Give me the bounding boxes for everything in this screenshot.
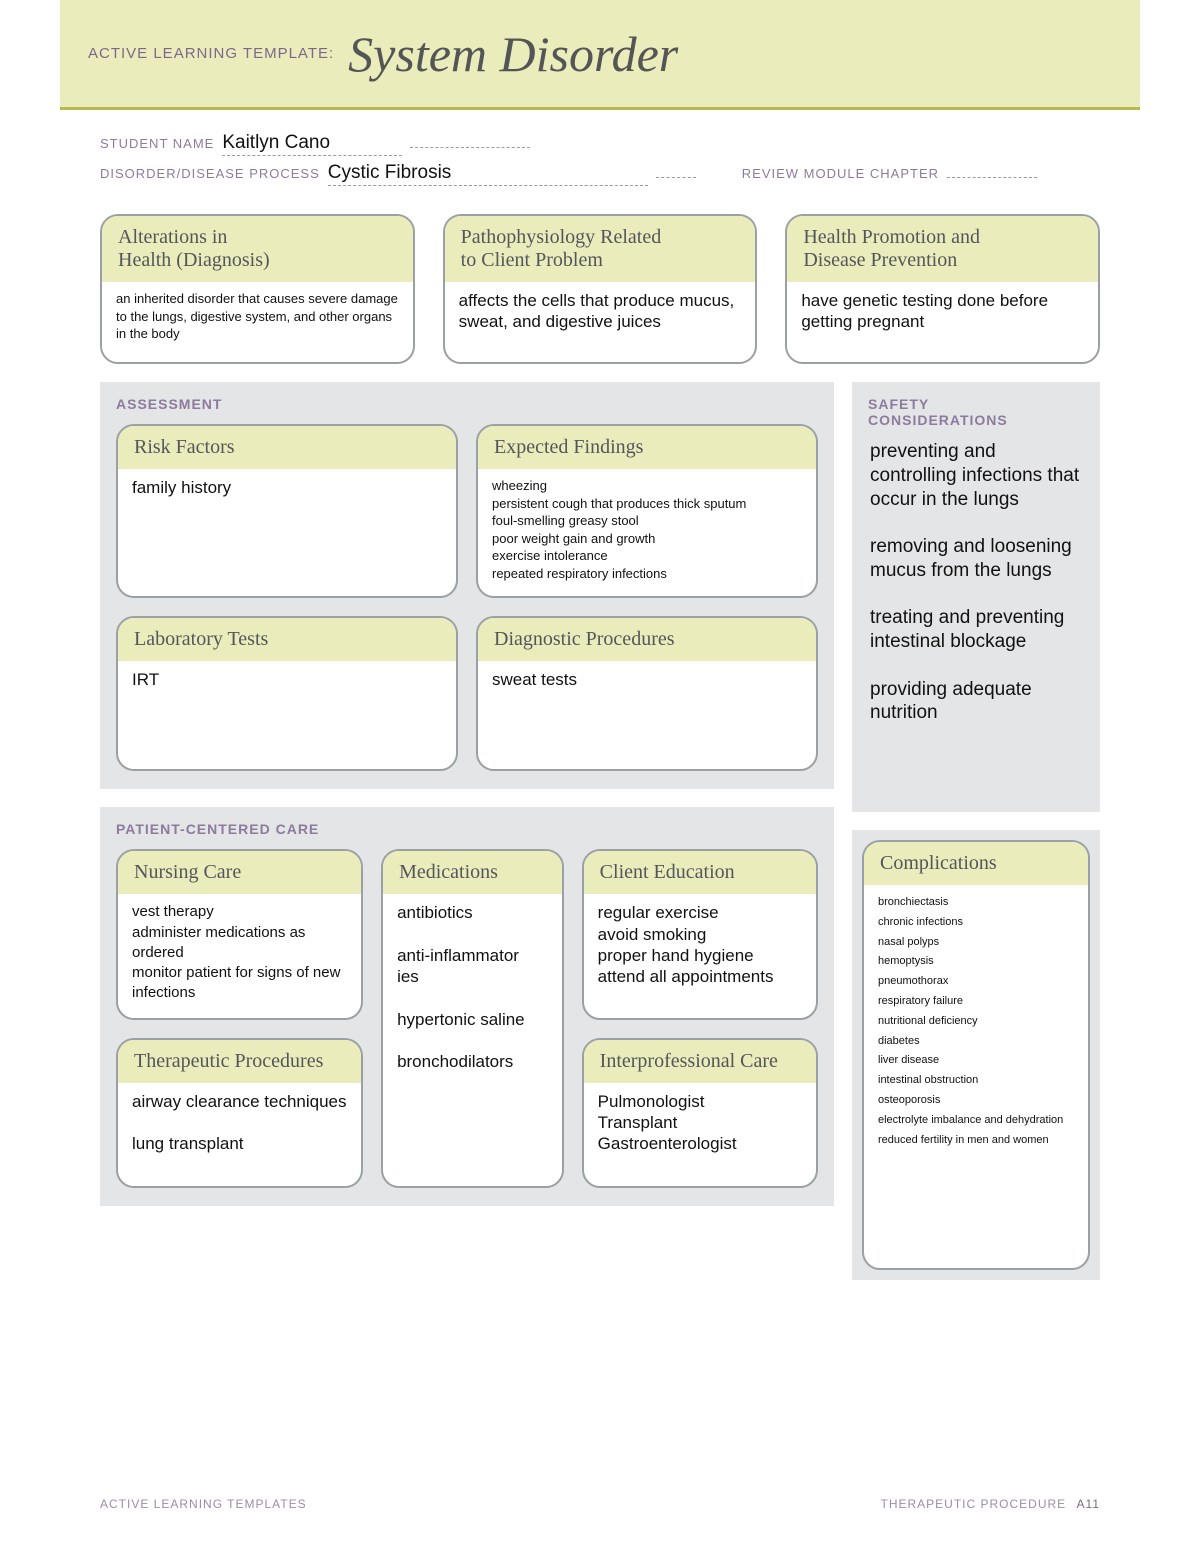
disorder-blank bbox=[656, 164, 696, 178]
lab-tests-box: Laboratory Tests IRT bbox=[116, 616, 458, 771]
complications-title: Complications bbox=[864, 842, 1088, 885]
complications-section: Complications bronchiectasis chronic inf… bbox=[852, 830, 1100, 1280]
pathophysiology-body: affects the cells that produce mucus, sw… bbox=[445, 282, 756, 347]
client-education-box: Client Education regular exercise avoid … bbox=[582, 849, 818, 1019]
complications-body: bronchiectasis chronic infections nasal … bbox=[864, 885, 1088, 1164]
review-blank bbox=[947, 164, 1037, 178]
interprofessional-body: Pulmonologist Transplant Gastroenterolog… bbox=[584, 1083, 816, 1169]
safety-title: SAFETY CONSIDERATIONS bbox=[868, 396, 1084, 428]
banner-title: System Disorder bbox=[348, 25, 678, 83]
health-promotion-box: Health Promotion and Disease Prevention … bbox=[785, 214, 1100, 364]
patient-care-section: PATIENT-CENTERED CARE Nursing Care vest … bbox=[100, 807, 834, 1205]
complications-box: Complications bronchiectasis chronic inf… bbox=[862, 840, 1090, 1270]
footer-page-number: A11 bbox=[1071, 1497, 1100, 1511]
meta-student-row: STUDENT NAME Kaitlyn Cano bbox=[100, 132, 1100, 156]
diagnostic-procedures-box: Diagnostic Procedures sweat tests bbox=[476, 616, 818, 771]
pathophysiology-box: Pathophysiology Related to Client Proble… bbox=[443, 214, 758, 364]
medications-body: antibiotics anti-inflammator ies hyperto… bbox=[383, 894, 562, 1086]
health-promotion-title: Health Promotion and Disease Prevention bbox=[787, 216, 1098, 282]
patient-care-title: PATIENT-CENTERED CARE bbox=[116, 821, 818, 837]
risk-factors-body: family history bbox=[118, 469, 456, 512]
safety-body: preventing and controlling infections th… bbox=[868, 440, 1084, 725]
assessment-grid: Risk Factors family history Expected Fin… bbox=[116, 424, 818, 771]
nursing-care-body: vest therapy administer medications as o… bbox=[118, 894, 361, 1017]
left-column: ASSESSMENT Risk Factors family history E… bbox=[100, 382, 834, 1280]
diagnostic-title: Diagnostic Procedures bbox=[478, 618, 816, 661]
top-boxes-row: Alterations in Health (Diagnosis) an inh… bbox=[60, 210, 1140, 382]
footer-left: ACTIVE LEARNING TEMPLATES bbox=[100, 1497, 307, 1511]
pathophysiology-title: Pathophysiology Related to Client Proble… bbox=[445, 216, 756, 282]
main-columns: ASSESSMENT Risk Factors family history E… bbox=[60, 382, 1140, 1280]
lab-tests-title: Laboratory Tests bbox=[118, 618, 456, 661]
student-blank bbox=[410, 134, 530, 148]
client-education-title: Client Education bbox=[584, 851, 816, 894]
nursing-care-box: Nursing Care vest therapy administer med… bbox=[116, 849, 363, 1019]
banner: ACTIVE LEARNING TEMPLATE: System Disorde… bbox=[60, 0, 1140, 110]
diagnostic-body: sweat tests bbox=[478, 661, 816, 704]
expected-findings-title: Expected Findings bbox=[478, 426, 816, 469]
assessment-section: ASSESSMENT Risk Factors family history E… bbox=[100, 382, 834, 789]
care-grid: Nursing Care vest therapy administer med… bbox=[116, 849, 818, 1187]
expected-findings-body: wheezing persistent cough that produces … bbox=[478, 469, 816, 596]
disorder-value: Cystic Fibrosis bbox=[328, 162, 648, 186]
lab-tests-body: IRT bbox=[118, 661, 456, 704]
medications-box: Medications antibiotics anti-inflammator… bbox=[381, 849, 564, 1187]
banner-label: ACTIVE LEARNING TEMPLATE: bbox=[88, 45, 334, 62]
meta-block: STUDENT NAME Kaitlyn Cano DISORDER/DISEA… bbox=[60, 110, 1140, 210]
disorder-label: DISORDER/DISEASE PROCESS bbox=[100, 166, 320, 181]
footer-right-label: THERAPEUTIC PROCEDURE bbox=[881, 1497, 1067, 1511]
alterations-body: an inherited disorder that causes severe… bbox=[102, 282, 413, 357]
student-name-value: Kaitlyn Cano bbox=[222, 132, 402, 156]
student-name-label: STUDENT NAME bbox=[100, 136, 214, 151]
therapeutic-title: Therapeutic Procedures bbox=[118, 1040, 361, 1083]
interprofessional-care-box: Interprofessional Care Pulmonologist Tra… bbox=[582, 1038, 818, 1188]
client-education-body: regular exercise avoid smoking proper ha… bbox=[584, 894, 816, 1001]
risk-factors-title: Risk Factors bbox=[118, 426, 456, 469]
template-page: ACTIVE LEARNING TEMPLATE: System Disorde… bbox=[60, 0, 1140, 1280]
interprofessional-title: Interprofessional Care bbox=[584, 1040, 816, 1083]
footer-right: THERAPEUTIC PROCEDURE A11 bbox=[881, 1497, 1101, 1511]
health-promotion-body: have genetic testing done before getting… bbox=[787, 282, 1098, 347]
safety-section: SAFETY CONSIDERATIONS preventing and con… bbox=[852, 382, 1100, 812]
page-footer: ACTIVE LEARNING TEMPLATES THERAPEUTIC PR… bbox=[100, 1497, 1100, 1511]
therapeutic-procedures-box: Therapeutic Procedures airway clearance … bbox=[116, 1038, 363, 1188]
alterations-title: Alterations in Health (Diagnosis) bbox=[102, 216, 413, 282]
meta-disorder-row: DISORDER/DISEASE PROCESS Cystic Fibrosis… bbox=[100, 162, 1100, 186]
medications-title: Medications bbox=[383, 851, 562, 894]
right-column: SAFETY CONSIDERATIONS preventing and con… bbox=[852, 382, 1100, 1280]
nursing-care-title: Nursing Care bbox=[118, 851, 361, 894]
assessment-title: ASSESSMENT bbox=[116, 396, 818, 412]
review-label: REVIEW MODULE CHAPTER bbox=[742, 166, 939, 181]
therapeutic-body: airway clearance techniques lung transpl… bbox=[118, 1083, 361, 1169]
alterations-box: Alterations in Health (Diagnosis) an inh… bbox=[100, 214, 415, 364]
risk-factors-box: Risk Factors family history bbox=[116, 424, 458, 598]
expected-findings-box: Expected Findings wheezing persistent co… bbox=[476, 424, 818, 598]
